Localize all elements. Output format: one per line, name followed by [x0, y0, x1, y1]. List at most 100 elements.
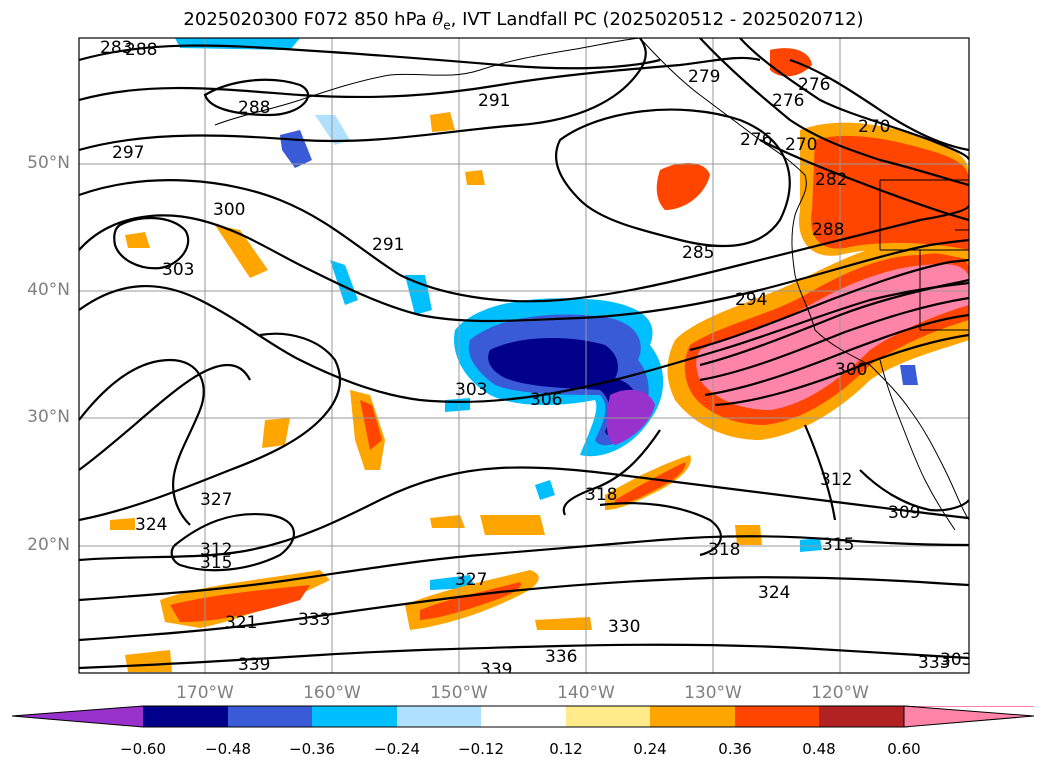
pos-region-18: [430, 515, 465, 528]
contour-label: 327: [200, 490, 232, 510]
colorbar-bin: [143, 706, 228, 727]
contour-label: 315: [200, 553, 232, 573]
contour-label: 270: [858, 117, 890, 137]
colorbar-bin: [566, 706, 650, 727]
pos-region-23: [735, 525, 762, 545]
pos-region-24: [262, 418, 290, 448]
contour-label: 300: [213, 200, 245, 220]
contour-label: 318: [708, 540, 740, 560]
lon-tick: 130°W: [684, 683, 742, 703]
pos-region-16: [615, 462, 686, 505]
contour-label: 279: [688, 67, 720, 87]
map-plot-area: 283 288 288 291 297 300 303 291 285 279 …: [79, 38, 972, 680]
contour-label: 270: [785, 135, 817, 155]
neg-region-13: [800, 538, 822, 552]
neg-region-14: [445, 398, 470, 412]
contour-label: 288: [812, 220, 844, 240]
contour-label: 276: [740, 130, 772, 150]
pos-region-8: [215, 225, 268, 278]
colorbar-bin: [819, 706, 904, 727]
contour-label: 297: [112, 143, 144, 163]
contour-label: 276: [772, 91, 804, 111]
contour-label: 321: [225, 613, 257, 633]
neg-region-3: [488, 338, 639, 438]
contour-label: 336: [545, 647, 577, 667]
lon-tick: 140°W: [557, 683, 615, 703]
colorbar-label: 0.12: [549, 740, 583, 758]
lon-tick: 150°W: [430, 683, 488, 703]
colorbar-label: −0.36: [289, 740, 335, 758]
contour-label: 327: [455, 570, 487, 590]
neg-region-8: [405, 275, 432, 315]
colorbar-label: −0.24: [374, 740, 420, 758]
contour-label: 339: [480, 660, 512, 680]
contour-label: 276: [798, 75, 830, 95]
graticule: [79, 38, 969, 673]
map-title: 2025020300 F072 850 hPa θe, IVT Landfall…: [183, 9, 864, 33]
lon-tick: 170°W: [176, 683, 234, 703]
contour-label: 300: [835, 360, 867, 380]
colorbar-label: −0.48: [205, 740, 251, 758]
lat-tick: 40°N: [27, 280, 70, 300]
colorbar-label: 0.48: [802, 740, 836, 758]
contour-label: 303: [940, 650, 972, 670]
neg-region-10: [535, 480, 555, 500]
contour-label: 294: [735, 290, 767, 310]
lat-tick: 30°N: [27, 407, 70, 427]
colorbar-bin: [312, 706, 397, 727]
contour-label: 283: [100, 38, 132, 58]
contour-label: 315: [822, 535, 854, 555]
lon-tick: 160°W: [303, 683, 361, 703]
colorbar-label: 0.36: [718, 740, 752, 758]
neg-region-12: [900, 365, 918, 385]
neg-region-6: [280, 130, 312, 168]
pos-region-25: [125, 650, 172, 672]
pos-region-6: [656, 163, 710, 210]
colorbar: [11, 705, 1035, 728]
neg-region-7: [330, 260, 358, 305]
contour-label: 333: [918, 653, 950, 673]
pos-region-22: [465, 170, 485, 185]
pos-region-7: [770, 48, 812, 77]
contour-label: 303: [162, 260, 194, 280]
colorbar-bin: [735, 706, 819, 727]
pos-region-26: [110, 518, 135, 530]
pos-region-21: [430, 112, 455, 132]
contour-label: 303: [455, 380, 487, 400]
contour-label: 312: [200, 540, 232, 560]
contour-label: 285: [682, 243, 714, 263]
contour-label: 288: [125, 40, 157, 60]
contour-label: 339: [238, 655, 270, 675]
pos-region-20: [125, 232, 150, 248]
contour-label: 288: [238, 98, 270, 118]
colorbar-label: 0.60: [887, 740, 921, 758]
contour-label: 312: [820, 470, 852, 490]
theta-e-contours: [79, 38, 969, 670]
pos-region-17: [480, 515, 545, 535]
colorbar-label: −0.60: [120, 740, 166, 758]
contour-label: 324: [758, 583, 790, 603]
contour-label: 330: [608, 617, 640, 637]
pos-region-10: [360, 400, 382, 450]
lat-tick: 50°N: [27, 153, 70, 173]
colorbar-label: −0.12: [458, 740, 504, 758]
contour-labels: 283 288 288 291 297 300 303 291 285 279 …: [100, 38, 972, 680]
colorbar-label: 0.24: [633, 740, 667, 758]
pos-region-19: [535, 617, 592, 630]
colorbar-bin: [397, 706, 481, 727]
contour-label: 318: [585, 485, 617, 505]
colorbar-bin: [228, 706, 312, 727]
contour-label: 291: [478, 91, 510, 111]
plot-frame: [78, 37, 970, 674]
colorbar-bin: [481, 706, 566, 727]
contour-label: 333: [298, 610, 330, 630]
contour-label: 324: [135, 515, 167, 535]
neg-region-4: [606, 389, 655, 445]
neg-region-5: [175, 38, 300, 50]
contour-label: 291: [372, 235, 404, 255]
colorbar-bin: [650, 706, 735, 727]
contour-label: 282: [815, 170, 847, 190]
contour-label: 306: [530, 390, 562, 410]
lat-tick: 20°N: [27, 535, 70, 555]
